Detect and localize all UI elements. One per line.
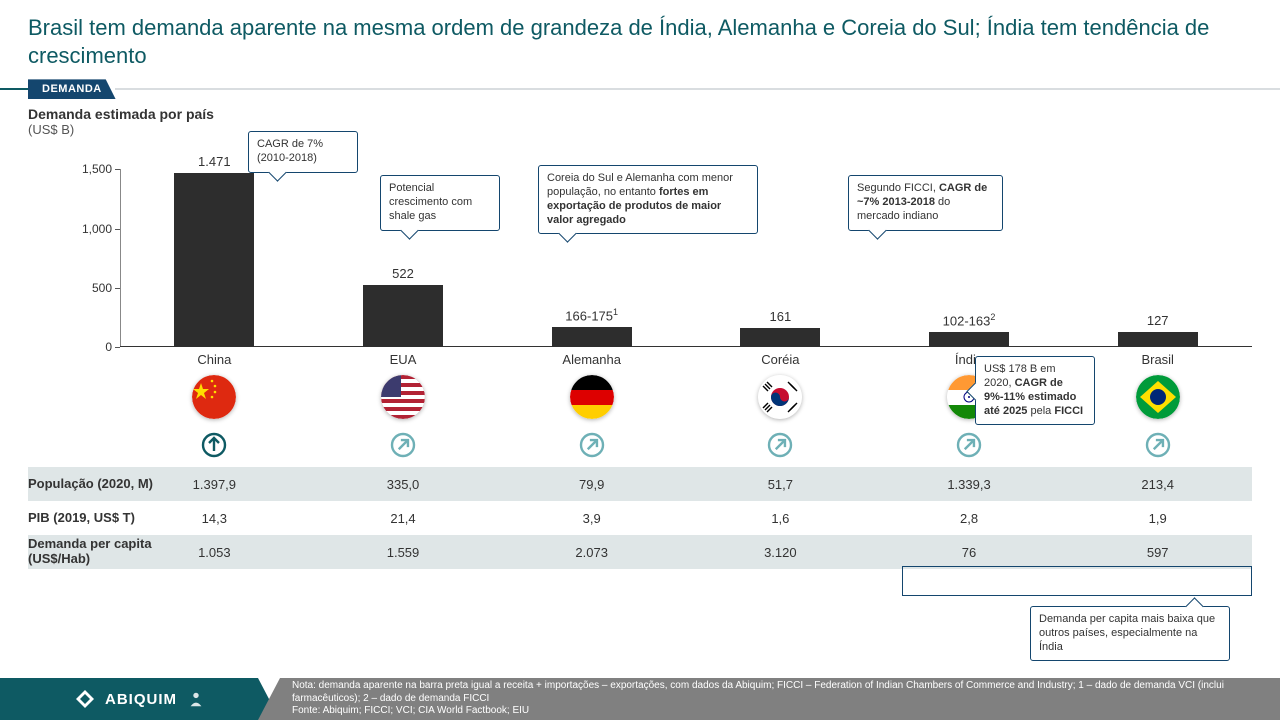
table-cell: 1.053 xyxy=(120,545,309,560)
table-cell: 2.073 xyxy=(497,545,686,560)
bar xyxy=(1118,332,1198,347)
y-tick: 500 xyxy=(92,281,112,295)
percap-highlight xyxy=(902,566,1252,596)
flag-cn-icon xyxy=(192,375,236,419)
table-cell: 1,9 xyxy=(1063,511,1252,526)
trend-arrow-icon xyxy=(956,432,982,458)
chart-title: Demanda estimada por país xyxy=(28,106,1252,122)
callout-china: CAGR de 7% (2010-2018) xyxy=(248,131,358,173)
x-label: China xyxy=(120,352,309,367)
table-row: Demanda per capita (US$/Hab)1.0531.5592.… xyxy=(28,535,1252,569)
callout-india-ficci: US$ 178 B em 2020, CAGR de 9%-11% estima… xyxy=(975,356,1095,425)
bar-value-label: 102-1632 xyxy=(943,312,996,328)
page-title: Brasil tem demanda aparente na mesma ord… xyxy=(0,0,1280,78)
table-cell: 14,3 xyxy=(120,511,309,526)
footnote-2: Fonte: Abiquim; FICCI; VCI; CIA World Fa… xyxy=(292,705,1262,718)
table-cell: 3,9 xyxy=(497,511,686,526)
bar-value-label: 1.471 xyxy=(198,154,231,169)
bar-value-label: 161 xyxy=(769,309,791,324)
bar-value-label: 522 xyxy=(392,266,414,281)
callout-india: Segundo FICCI, CAGR de ~7% 2013-2018 do … xyxy=(848,175,1003,230)
table-cell: 1,6 xyxy=(686,511,875,526)
table-cell: 51,7 xyxy=(686,477,875,492)
section-tag-band: DEMANDA xyxy=(0,78,1280,100)
bar xyxy=(552,327,632,347)
brand-logo: ABIQUIM xyxy=(0,678,280,720)
table-cell: 1.339,3 xyxy=(875,477,1064,492)
trend-arrows-row xyxy=(120,432,1252,463)
table-cell: 76 xyxy=(875,545,1064,560)
trend-arrow-icon xyxy=(201,432,227,458)
bar xyxy=(174,173,254,348)
flag-de-icon xyxy=(570,375,614,419)
footnote-1: Nota: demanda aparente na barra preta ig… xyxy=(292,680,1262,705)
x-label: Alemanha xyxy=(497,352,686,367)
data-table: População (2020, M)1.397,9335,079,951,71… xyxy=(28,467,1252,569)
table-cell: 21,4 xyxy=(309,511,498,526)
trend-arrow-icon xyxy=(767,432,793,458)
bar-chart: 0 500 1,000 1,500 1.471 China 522 EUA 166-1751 A… xyxy=(28,139,1252,369)
y-tick: 1,000 xyxy=(82,222,112,236)
trend-arrow-icon xyxy=(579,432,605,458)
table-cell: 1.559 xyxy=(309,545,498,560)
table-cell: 335,0 xyxy=(309,477,498,492)
bar-value-label: 166-1751 xyxy=(565,307,618,323)
bar xyxy=(740,328,820,347)
footer: ABIQUIM Nota: demanda aparente na barra … xyxy=(0,678,1280,720)
table-cell: 2,8 xyxy=(875,511,1064,526)
x-label: Coréia xyxy=(686,352,875,367)
table-cell: 1.397,9 xyxy=(120,477,309,492)
y-tick: 0 xyxy=(105,340,112,354)
bar xyxy=(363,285,443,347)
flag-us-icon xyxy=(381,375,425,419)
callout-de-kr: Coreia do Sul e Alemanha com menor popul… xyxy=(538,165,758,234)
table-row: População (2020, M)1.397,9335,079,951,71… xyxy=(28,467,1252,501)
bar xyxy=(929,332,1009,347)
table-row: PIB (2019, US$ T)14,321,43,91,62,81,9 xyxy=(28,501,1252,535)
chart-subtitle: (US$ B) xyxy=(28,122,1252,137)
callout-percap: Demanda per capita mais baixa que outros… xyxy=(1030,606,1230,661)
trend-arrow-icon xyxy=(390,432,416,458)
x-label: EUA xyxy=(309,352,498,367)
table-cell: 79,9 xyxy=(497,477,686,492)
bar-value-label: 127 xyxy=(1147,313,1169,328)
flag-kr-icon xyxy=(758,375,802,419)
y-tick: 1,500 xyxy=(82,162,112,176)
table-cell: 597 xyxy=(1063,545,1252,560)
flag-br-icon xyxy=(1136,375,1180,419)
callout-eua: Potencial crescimento com shale gas xyxy=(380,175,500,230)
table-cell: 213,4 xyxy=(1063,477,1252,492)
section-tag: DEMANDA xyxy=(28,79,116,99)
trend-arrow-icon xyxy=(1145,432,1171,458)
table-cell: 3.120 xyxy=(686,545,875,560)
